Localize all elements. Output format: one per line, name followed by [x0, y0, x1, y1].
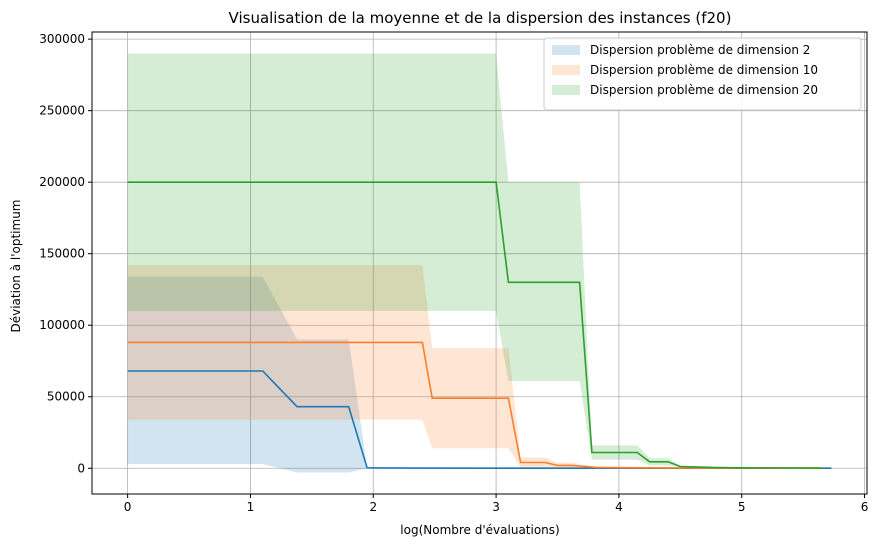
x-tick-label: 3	[492, 500, 500, 514]
mean-lines	[127, 181, 832, 470]
y-axis-ticks: 0 50000 100000 150000 200000 250000 300000	[39, 32, 92, 475]
y-tick-label: 0	[77, 461, 85, 475]
x-tick-label: 2	[369, 500, 377, 514]
dispersion-bands	[127, 53, 832, 473]
y-tick-label: 100000	[39, 318, 85, 332]
mean-line-series-2	[127, 181, 822, 469]
y-tick-label: 150000	[39, 247, 85, 261]
x-axis-ticks: 0 1 2 3 4 5 6	[124, 494, 869, 514]
legend-label: Dispersion problème de dimension 10	[590, 63, 818, 77]
legend-swatch	[552, 85, 580, 95]
legend-label: Dispersion problème de dimension 20	[590, 83, 818, 97]
x-axis-label: log(Nombre d'évaluations)	[400, 523, 559, 537]
y-tick-label: 250000	[39, 104, 85, 118]
x-tick-label: 1	[247, 500, 255, 514]
legend-box	[543, 37, 862, 111]
chart-title: Visualisation de la moyenne et de la dis…	[229, 9, 732, 27]
x-tick-label: 6	[861, 500, 869, 514]
y-tick-label: 300000	[39, 32, 85, 46]
x-tick-label: 5	[738, 500, 746, 514]
legend-swatch	[552, 65, 580, 75]
dispersion-band-series-1	[127, 265, 822, 469]
x-tick-label: 4	[615, 500, 623, 514]
dispersion-band-series-2	[127, 53, 822, 469]
legend-swatch	[552, 45, 580, 55]
plot-frame	[91, 31, 868, 495]
mean-line-series-1	[127, 341, 822, 470]
legend-label: Dispersion problème de dimension 2	[590, 43, 810, 57]
y-axis-label: Déviation à l'optimum	[9, 200, 23, 333]
legend: Dispersion problème de dimension 2 Disper…	[543, 37, 862, 111]
y-tick-label: 200000	[39, 175, 85, 189]
dispersion-band-series-0	[127, 276, 832, 473]
grid	[92, 32, 867, 494]
y-tick-label: 50000	[47, 390, 85, 404]
x-tick-label: 0	[124, 500, 132, 514]
